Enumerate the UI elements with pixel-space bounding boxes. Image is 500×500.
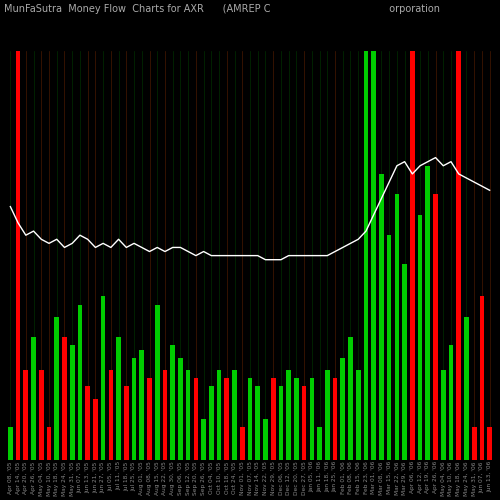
Bar <box>78 304 82 460</box>
Bar <box>24 370 28 460</box>
Bar <box>456 52 461 460</box>
Bar <box>31 338 36 460</box>
Bar <box>8 427 12 460</box>
Bar <box>310 378 314 460</box>
Bar <box>402 264 407 460</box>
Bar <box>278 386 283 460</box>
Bar <box>116 338 121 460</box>
Bar <box>372 52 376 460</box>
Bar <box>488 427 492 460</box>
Bar <box>332 378 338 460</box>
Bar <box>480 296 484 460</box>
Bar <box>217 370 222 460</box>
Bar <box>39 370 44 460</box>
Bar <box>464 317 469 460</box>
Bar <box>379 174 384 460</box>
Bar <box>340 358 345 460</box>
Bar <box>70 346 74 460</box>
Bar <box>387 235 392 460</box>
Bar <box>302 386 306 460</box>
Bar <box>394 194 399 460</box>
Bar <box>232 370 237 460</box>
Bar <box>271 378 276 460</box>
Bar <box>194 378 198 460</box>
Bar <box>186 370 190 460</box>
Bar <box>178 358 182 460</box>
Bar <box>441 370 446 460</box>
Bar <box>46 427 52 460</box>
Bar <box>86 386 90 460</box>
Bar <box>124 386 128 460</box>
Text: MunFaSutra  Money Flow  Charts for AXR      (AMREP C                            : MunFaSutra Money Flow Charts for AXR (AM… <box>4 4 440 14</box>
Bar <box>256 386 260 460</box>
Bar <box>286 370 291 460</box>
Bar <box>101 296 105 460</box>
Bar <box>248 378 252 460</box>
Bar <box>448 346 454 460</box>
Bar <box>155 304 160 460</box>
Bar <box>209 386 214 460</box>
Bar <box>147 378 152 460</box>
Bar <box>263 419 268 460</box>
Bar <box>62 338 67 460</box>
Bar <box>418 215 422 460</box>
Bar <box>108 370 113 460</box>
Bar <box>318 427 322 460</box>
Bar <box>170 346 175 460</box>
Bar <box>240 427 244 460</box>
Bar <box>426 166 430 460</box>
Bar <box>433 194 438 460</box>
Bar <box>410 52 414 460</box>
Bar <box>162 370 168 460</box>
Bar <box>325 370 330 460</box>
Bar <box>356 370 360 460</box>
Bar <box>140 350 144 460</box>
Bar <box>364 52 368 460</box>
Bar <box>294 378 298 460</box>
Bar <box>202 419 206 460</box>
Bar <box>224 378 229 460</box>
Bar <box>132 358 136 460</box>
Bar <box>54 317 59 460</box>
Bar <box>93 398 98 460</box>
Bar <box>348 338 353 460</box>
Bar <box>16 52 20 460</box>
Bar <box>472 427 476 460</box>
